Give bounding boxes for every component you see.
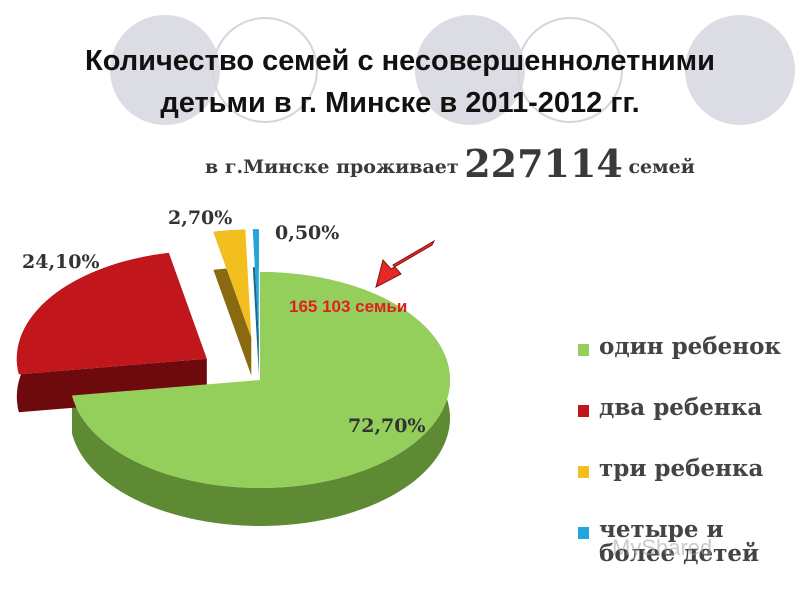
legend-item-two-children: два ребенка [578, 393, 793, 454]
pie-slice-two-children [16, 252, 207, 375]
pie-data-labels: 72,70% 24,10% 2,70% 0,50% [22, 207, 426, 437]
data-label-three-children: 2,70% [168, 207, 232, 229]
legend-swatch-three-children [578, 466, 589, 478]
legend-item-four-plus-children: четыре и более детей [578, 515, 793, 576]
watermark: MyShared [612, 535, 713, 560]
chart-subtitle: в г.Минске проживает 227114 семей [205, 141, 695, 189]
legend-swatch-one-child [578, 344, 589, 356]
subtitle-number: 227114 [464, 141, 623, 186]
data-label-four-plus-children: 0,50% [275, 222, 339, 244]
pie-slice-three-children [213, 229, 252, 338]
chart-legend: один ребенок два ребенка три ребенка четыре… [578, 332, 793, 576]
legend-label-one-child: один ребенок [599, 333, 782, 360]
slide-title-line2: детьми в г. Минске в 2011-2012 гг. [160, 87, 640, 119]
subtitle-suffix: семей [628, 156, 695, 178]
pie-slice-one-child [71, 272, 450, 488]
legend-label-two-children: два ребенка [599, 394, 763, 421]
legend-swatch-two-children [578, 405, 589, 417]
legend-item-three-children: три ребенка [578, 454, 793, 515]
legend-item-one-child: один ребенок [578, 332, 793, 393]
pie-slice-four-plus-children [252, 229, 259, 338]
slide-title-line1: Количество семей с несовершеннолетними [85, 45, 715, 77]
data-label-two-children: 24,10% [22, 251, 100, 273]
pie-top-faces [16, 229, 450, 488]
legend-label-three-children: три ребенка [599, 455, 764, 482]
legend-label-four-plus-children: четыре и более детей [599, 516, 760, 567]
callout-arrow [375, 239, 436, 288]
slide-title: Количество семей с несовершеннолетними д… [0, 40, 800, 124]
subtitle-prefix: в г.Минске проживает [205, 156, 459, 178]
legend-swatch-four-plus-children [578, 527, 589, 539]
callout-label: 165 103 семьи [289, 297, 407, 316]
background-circles [110, 15, 795, 125]
data-label-one-child: 72,70% [348, 415, 426, 437]
